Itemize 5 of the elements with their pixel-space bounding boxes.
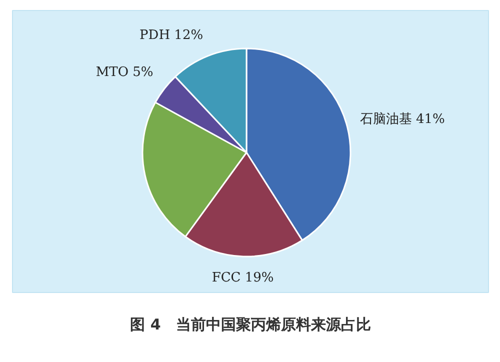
text: 图 4 当前中国聚丙烯原料来源占比 xyxy=(130,316,371,334)
slice-label: PDH 12% xyxy=(140,28,204,43)
slice-label: FCC 19% xyxy=(212,270,274,286)
slice-label: 石脑油基 41% xyxy=(360,112,445,128)
slice-label: MTO 5% xyxy=(96,65,154,80)
